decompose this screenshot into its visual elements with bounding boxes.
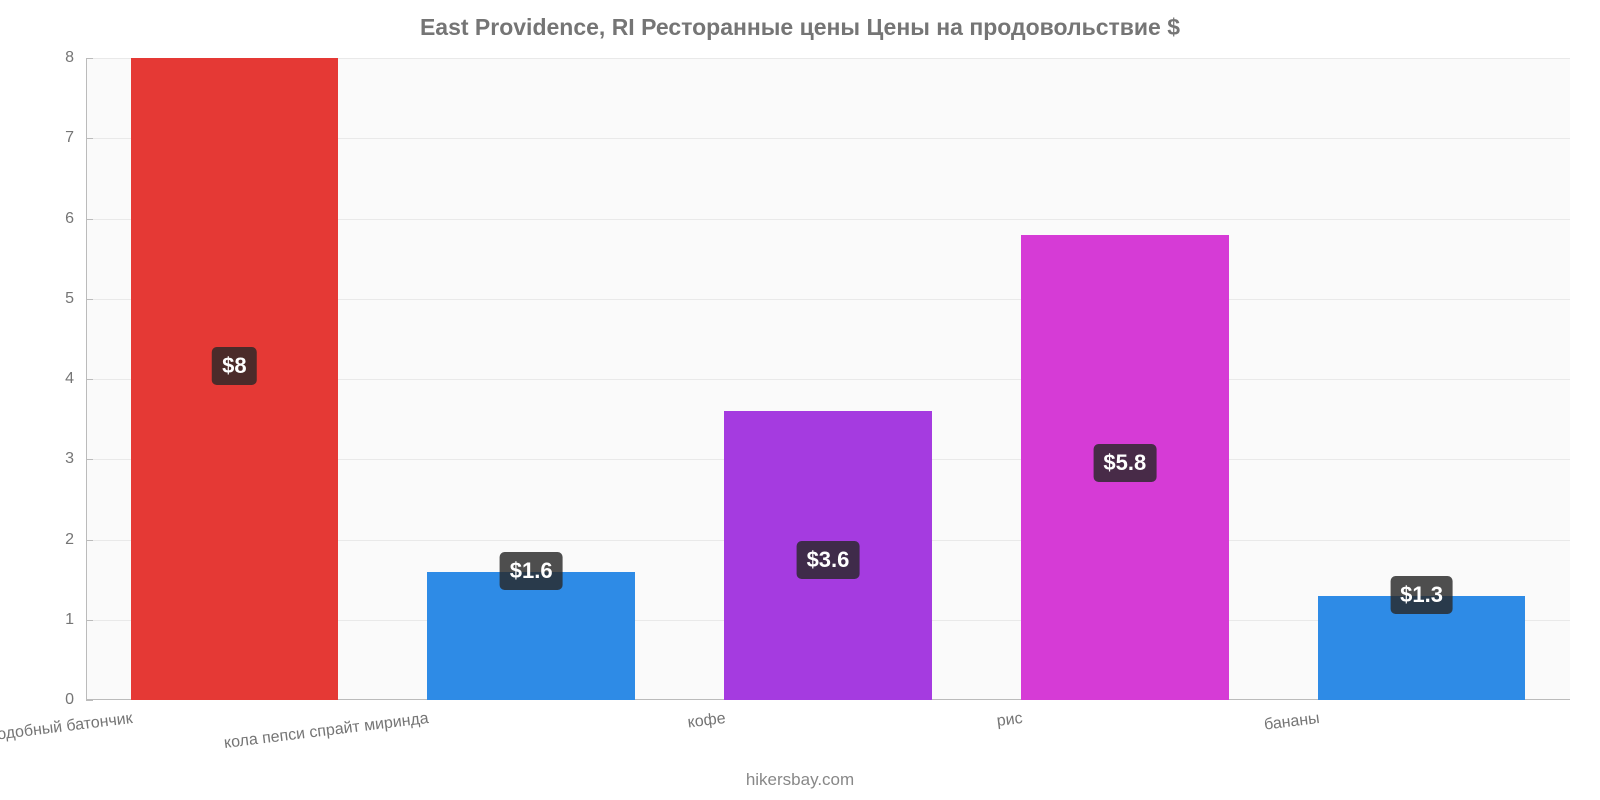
- x-tick-label: бананы: [1262, 706, 1320, 735]
- y-tick-label: 4: [65, 370, 86, 388]
- y-tick-label: 7: [65, 129, 86, 147]
- bar: $8: [131, 58, 339, 700]
- y-tick-label: 3: [65, 450, 86, 468]
- x-tick-label: кофе: [686, 706, 727, 732]
- plot-area: 012345678 $8$1.6$3.6$5.8$1.3 mac burger …: [86, 58, 1570, 700]
- y-tick-label: 6: [65, 210, 86, 228]
- bar: $5.8: [1021, 235, 1229, 700]
- x-tick-label: рис: [995, 706, 1023, 731]
- bar: $1.6: [427, 572, 635, 700]
- y-tick-label: 0: [65, 691, 86, 709]
- y-tick-label: 2: [65, 531, 86, 549]
- bar-value-label: $1.3: [1390, 576, 1453, 614]
- x-tick-label: mac burger king или подобный батончик: [0, 706, 133, 764]
- y-tick: [86, 700, 93, 701]
- bar-value-label: $5.8: [1093, 444, 1156, 482]
- bars: $8 $1.6 $3.6 $5.8 $1.3: [86, 58, 1570, 700]
- bar: $3.6: [724, 411, 932, 700]
- chart-container: East Providence, RI Ресторанные цены Цен…: [0, 0, 1600, 800]
- bar-value-label: $1.6: [500, 552, 563, 590]
- bar-value-label: $3.6: [797, 541, 860, 579]
- chart-title: East Providence, RI Ресторанные цены Цен…: [0, 0, 1600, 41]
- y-tick-label: 5: [65, 290, 86, 308]
- x-tick-label: кола пепси спрайт миринда: [223, 706, 430, 753]
- source-label: hikersbay.com: [0, 770, 1600, 790]
- y-tick-label: 8: [65, 49, 86, 67]
- bar-value-label: $8: [212, 347, 256, 385]
- bar: $1.3: [1318, 596, 1526, 700]
- y-tick-label: 1: [65, 611, 86, 629]
